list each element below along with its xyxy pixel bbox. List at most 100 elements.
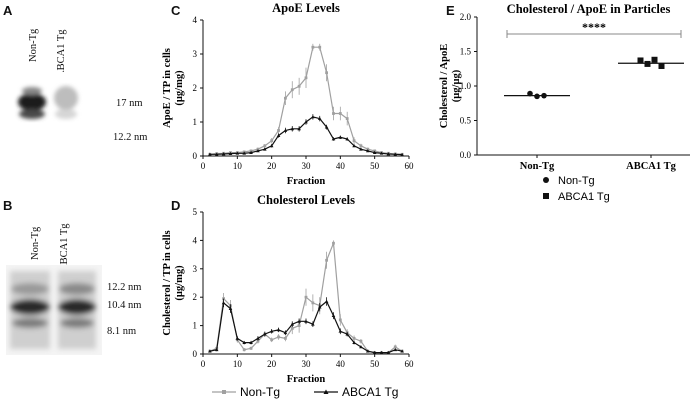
panel-letter-c: C bbox=[171, 3, 181, 18]
panel-letter-a: A bbox=[3, 3, 13, 18]
chart-c-y-tick-label: 2 bbox=[193, 83, 198, 93]
chart-d-nontg-point bbox=[277, 335, 280, 339]
chart-c-nontg-line bbox=[209, 46, 403, 155]
panel-a-blot bbox=[8, 72, 88, 152]
chart-e-y-tick-label: 0.5 bbox=[460, 116, 472, 126]
legend-abca1-label: ABCA1 Tg bbox=[342, 385, 398, 399]
chart-d-y-tick-label: 2 bbox=[193, 292, 198, 302]
chart-c-nontg-point bbox=[297, 84, 301, 88]
chart-c-abca1-point bbox=[304, 120, 308, 124]
chart-c-abca1-point bbox=[400, 152, 404, 157]
chart-d-nontg-point bbox=[359, 339, 363, 343]
chart-c-abca1-point bbox=[283, 128, 288, 132]
chart-d-abca1-line bbox=[209, 300, 403, 354]
chart-c-abca1-point bbox=[393, 152, 398, 156]
panel-b-blot bbox=[6, 265, 102, 355]
legend-nontg-label: Non-Tg bbox=[240, 385, 280, 399]
panel-letter-b: B bbox=[3, 198, 13, 213]
chart-d-abca1-point bbox=[386, 350, 391, 354]
chart-d-abca1-point bbox=[228, 306, 233, 310]
chart-e-y-label-line2: (µg/µg) bbox=[451, 69, 462, 102]
chart-c-nontg-point bbox=[345, 117, 349, 120]
chart-d-nontg-point bbox=[290, 327, 294, 330]
chart-d-y-label-line1: Cholesterol / TP in cells bbox=[162, 230, 173, 335]
chart-c-abca1-point bbox=[359, 147, 363, 151]
chart-d-x-tick-label: 50 bbox=[370, 359, 380, 369]
chart-c-y-tick-label: 1 bbox=[193, 117, 198, 127]
chart-c-nontg-point bbox=[325, 71, 328, 75]
chart-d-abca1-point bbox=[317, 305, 322, 309]
panel-b-size-8nm: 8.1 nm bbox=[107, 326, 137, 337]
chart-c-abca1-point bbox=[352, 144, 356, 148]
chart-d-abca1-point bbox=[263, 332, 267, 336]
chart-d-abca1-point bbox=[249, 340, 253, 345]
chart-d-abca1-point bbox=[379, 350, 384, 354]
chart-c-nontg-point bbox=[290, 88, 294, 92]
chart-d-nontg-point bbox=[352, 336, 356, 340]
chart-e-legend-nontg-marker bbox=[543, 177, 549, 183]
chart-d-nontg-point bbox=[393, 345, 397, 349]
chart-e-title: Cholesterol / ApoE in Particles bbox=[507, 2, 671, 16]
chart-d-nontg-point bbox=[304, 295, 308, 299]
chart-e-legend-abca1-label: ABCA1 Tg bbox=[558, 191, 610, 203]
panel-b-size-10nm: 10.4 nm bbox=[107, 300, 142, 311]
chart-c-abca1-point bbox=[235, 151, 240, 155]
panel-letter-d: D bbox=[171, 198, 181, 213]
chart-c-abca1-point bbox=[249, 150, 253, 154]
chart-e-y-label-line1: Cholesterol / ApoE bbox=[439, 44, 450, 128]
chart-c-abca1-point bbox=[317, 116, 322, 120]
chart-c-nontg-point bbox=[318, 45, 322, 49]
chart-d-abca1-point bbox=[297, 319, 301, 323]
chart-c-abca1-point bbox=[276, 133, 281, 137]
chart-d-nontg-point bbox=[332, 241, 335, 245]
chart-d-y-tick-label: 1 bbox=[193, 321, 198, 331]
chart-c-nontg-point bbox=[332, 112, 335, 115]
chart-d-abca1-point bbox=[372, 350, 377, 354]
chart-d-y-label-line2: (µg/mg) bbox=[174, 265, 185, 301]
chart-c-nontg-point bbox=[270, 139, 274, 143]
chart-d-nontg-point bbox=[284, 336, 287, 340]
chart-c-title: ApoE Levels bbox=[272, 1, 340, 15]
chart-c-y-tick-label: 3 bbox=[193, 49, 198, 59]
chart-c-x-tick-label: 10 bbox=[233, 161, 243, 171]
chart-c-y-label-line1: ApoE / TP in cells bbox=[162, 48, 173, 128]
chart-c-abca1-point bbox=[366, 149, 370, 153]
chart-c-x-tick-label: 20 bbox=[267, 161, 277, 171]
chart-d-abca1-point bbox=[242, 340, 246, 345]
chart-c-y-tick-label: 0 bbox=[193, 151, 198, 161]
chart-c-abca1-point bbox=[269, 144, 274, 148]
chart-c-abca1-point bbox=[263, 147, 267, 151]
chart-c-nontg-point bbox=[277, 129, 280, 132]
chart-c-abca1-point bbox=[208, 152, 212, 156]
chart-d-nontg-point bbox=[249, 346, 253, 350]
chart-d-abca1-point bbox=[304, 319, 308, 323]
chart-e-abca1-point bbox=[658, 62, 665, 69]
chart-d-nontg-point bbox=[297, 324, 301, 327]
chart-e-x-tick-label: Non-Tg bbox=[520, 161, 555, 172]
chart-d-abca1-point bbox=[393, 347, 398, 352]
panel-a-size-17nm: 17 nm bbox=[116, 98, 143, 109]
chart-c-nontg-point bbox=[359, 144, 363, 148]
chart-d-abca1-point bbox=[221, 301, 226, 305]
chart-e-y-tick-label: 0.0 bbox=[460, 150, 472, 160]
chart-c-x-label: Fraction bbox=[287, 176, 326, 187]
chart-c-x-tick-label: 0 bbox=[201, 161, 206, 171]
chart-c-abca1-point bbox=[221, 152, 226, 156]
panel-b-size-12nm: 12.2 nm bbox=[107, 282, 142, 293]
chart-c-nontg-point bbox=[338, 112, 342, 115]
panel-letter-e: E bbox=[446, 3, 455, 18]
chart-c-abca1-point bbox=[256, 149, 260, 153]
chart-c-abca1-point bbox=[311, 115, 315, 119]
chart-e-abca1-point bbox=[644, 60, 651, 67]
chart-c-abca1-point bbox=[228, 151, 233, 156]
chart-d-x-tick-label: 20 bbox=[267, 359, 277, 369]
chart-e-nontg-point bbox=[534, 93, 540, 100]
chart-d-abca1-point bbox=[338, 329, 343, 333]
chart-c-y-tick-label: 4 bbox=[193, 15, 198, 25]
chart-d-nontg-point bbox=[338, 318, 342, 322]
chart-d-x-tick-label: 0 bbox=[201, 359, 206, 369]
chart-d-y-tick-label: 0 bbox=[193, 349, 198, 359]
chart-d-abca1-point bbox=[400, 349, 404, 353]
chart-d-abca1-point bbox=[345, 332, 349, 336]
